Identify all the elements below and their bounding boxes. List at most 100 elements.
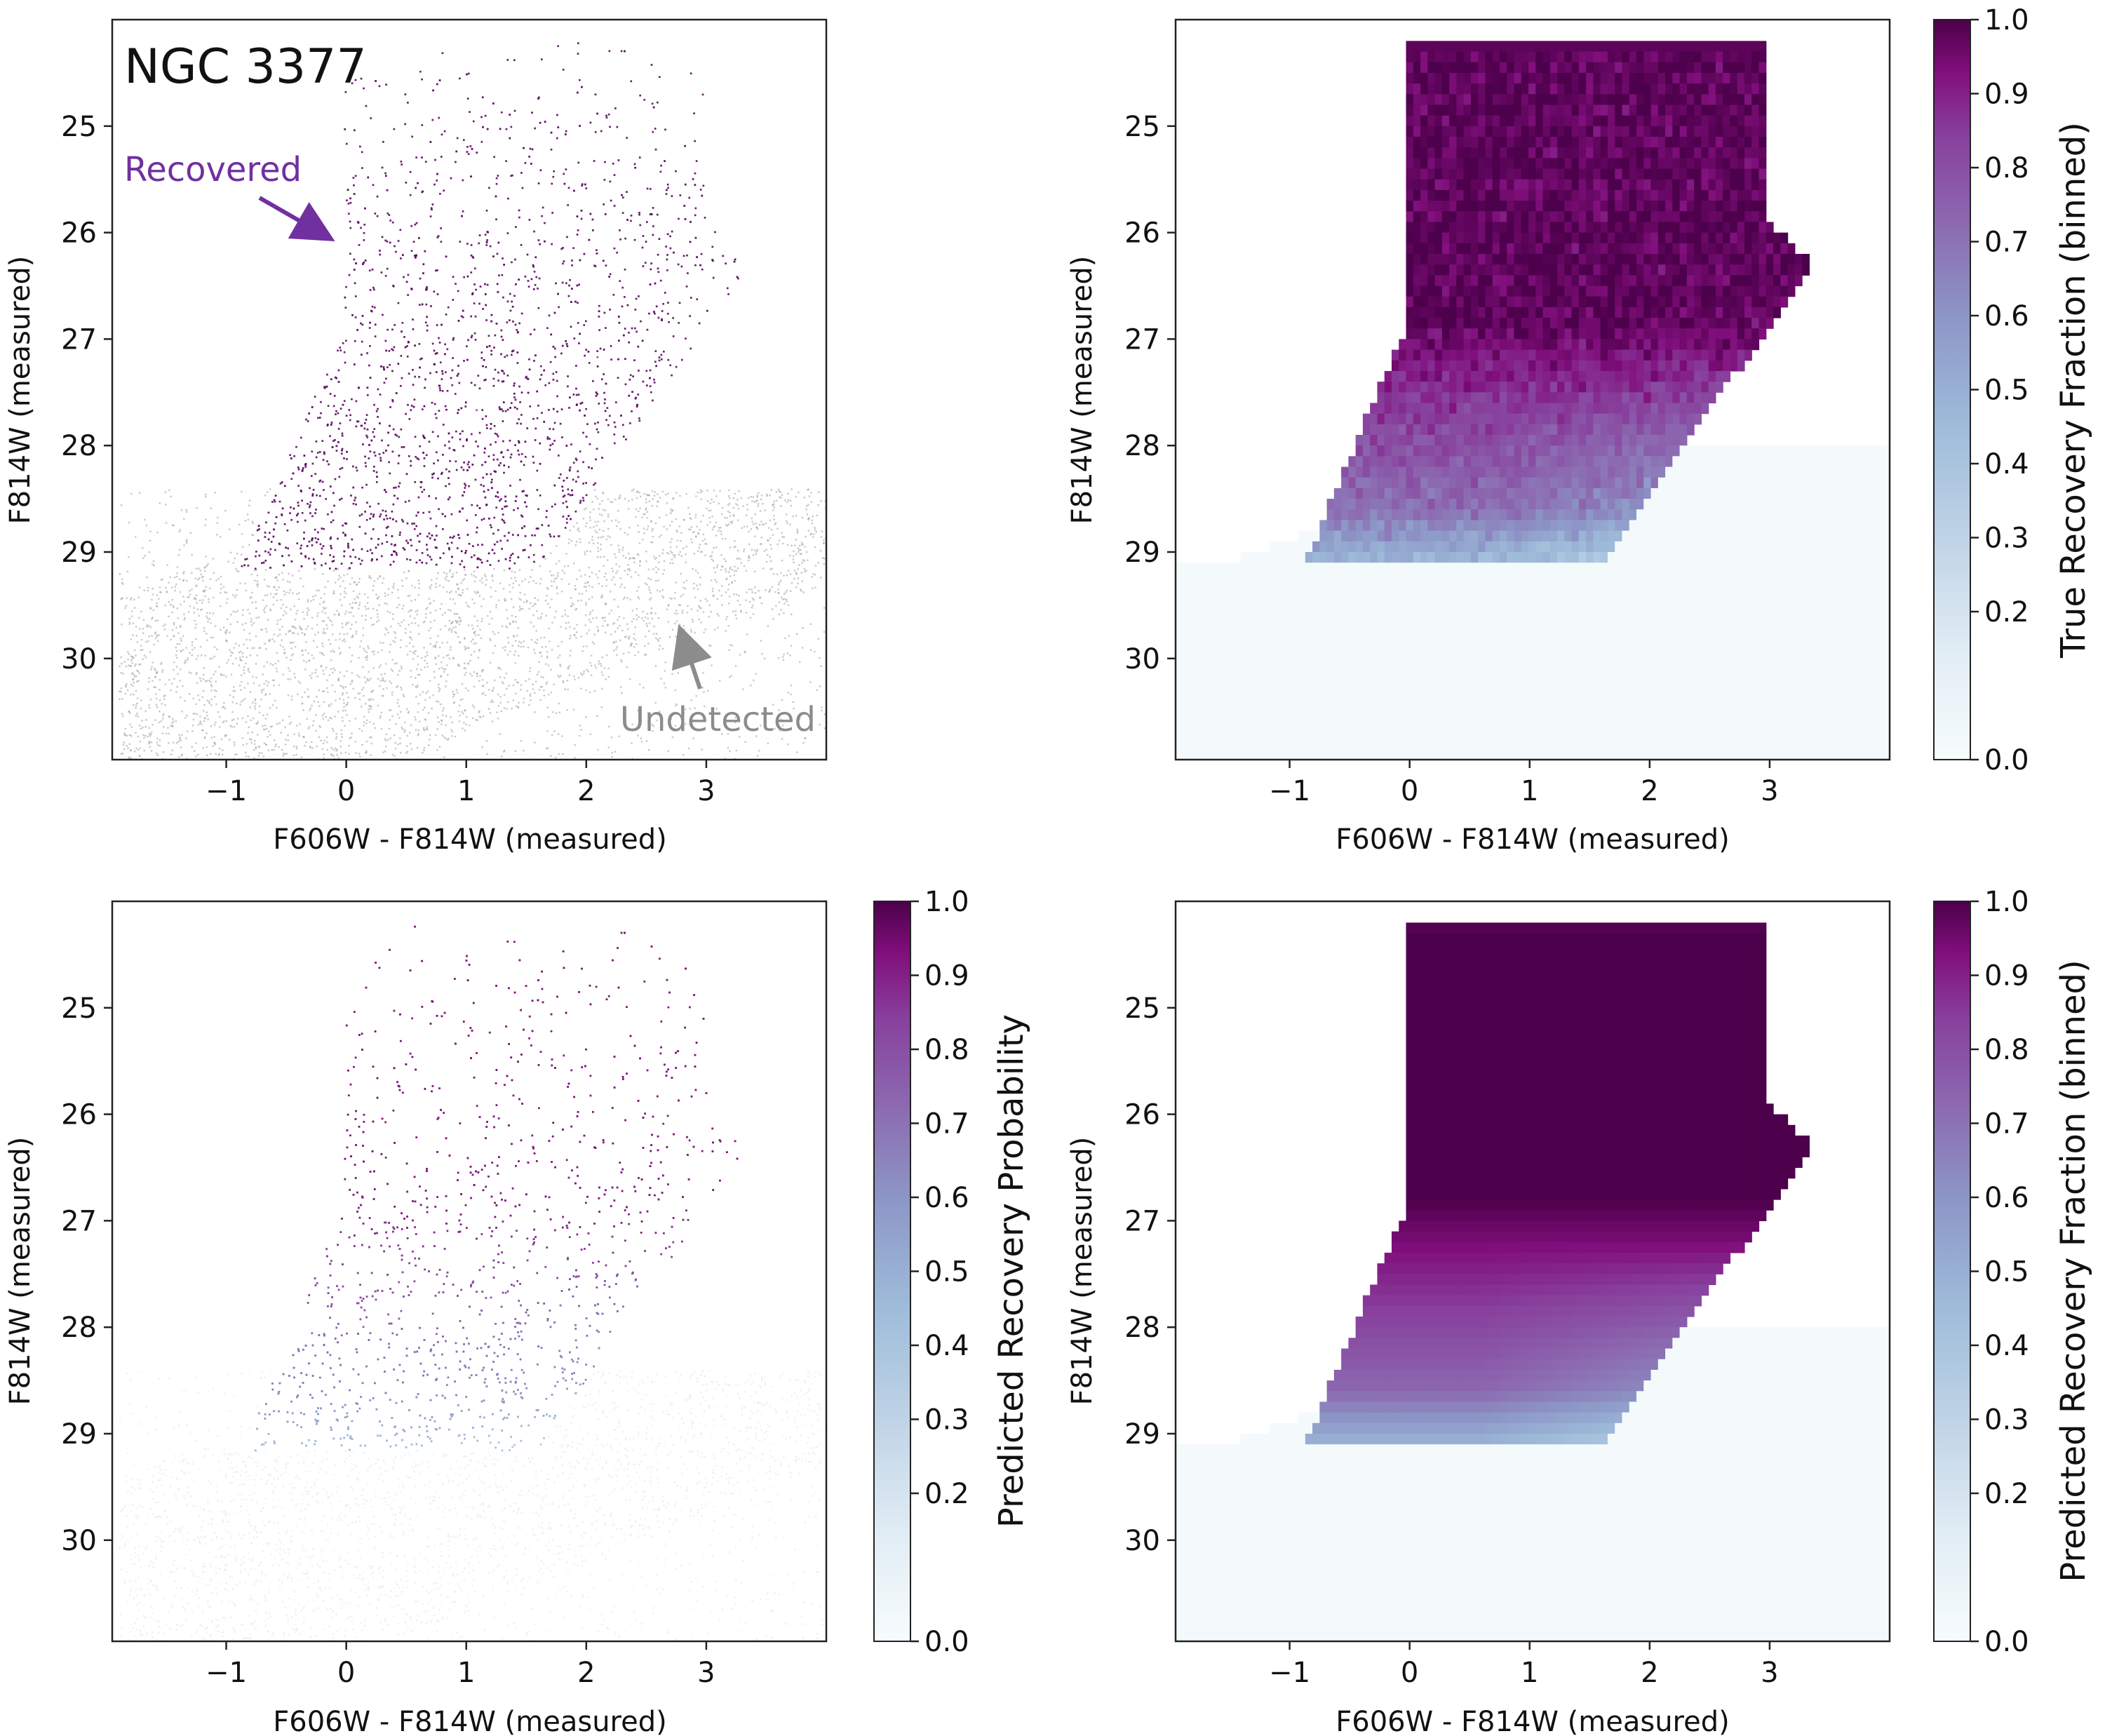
data-point — [231, 663, 234, 665]
data-point — [194, 647, 196, 649]
data-point — [658, 536, 661, 538]
data-point — [533, 649, 535, 651]
data-point — [159, 678, 161, 681]
data-point — [638, 598, 640, 600]
data-point — [349, 603, 351, 605]
data-point — [452, 702, 455, 704]
data-point — [133, 673, 135, 676]
data-point — [298, 570, 300, 572]
data-point — [156, 671, 158, 673]
data-point — [638, 761, 640, 762]
data-point — [418, 673, 421, 676]
data-point — [658, 561, 660, 563]
data-point — [380, 711, 382, 714]
data-point — [372, 667, 375, 669]
data-point — [536, 673, 539, 675]
data-point — [202, 599, 204, 601]
data-point — [351, 577, 354, 579]
data-point — [675, 620, 678, 622]
data-point — [250, 741, 253, 743]
data-point — [577, 529, 579, 531]
data-point — [661, 552, 664, 554]
data-point — [762, 503, 764, 505]
data-point — [465, 715, 468, 718]
data-point — [382, 680, 384, 682]
data-point — [175, 575, 178, 578]
data-point — [802, 627, 804, 629]
data-point — [258, 752, 261, 754]
data-point — [784, 591, 787, 593]
data-point — [820, 536, 823, 538]
data-point — [164, 623, 166, 626]
data-point — [644, 635, 647, 638]
data-point — [359, 755, 361, 758]
data-point — [401, 688, 403, 691]
data-point — [550, 755, 552, 758]
data-point — [546, 747, 548, 750]
data-point — [229, 725, 231, 727]
data-point — [264, 728, 266, 731]
data-point — [663, 569, 666, 572]
data-point — [183, 619, 185, 621]
data-point — [529, 693, 532, 695]
data-point — [725, 578, 727, 581]
data-point — [302, 611, 304, 613]
data-point — [232, 696, 235, 698]
data-point — [512, 620, 515, 623]
data-point — [148, 706, 151, 709]
data-point — [224, 734, 227, 736]
data-point — [731, 569, 733, 571]
data-point — [264, 594, 267, 597]
data-point — [288, 723, 291, 725]
data-point — [142, 619, 145, 621]
data-point — [339, 593, 342, 596]
data-point — [152, 617, 154, 619]
data-point — [595, 495, 597, 498]
data-point — [119, 698, 121, 701]
data-point — [758, 503, 760, 505]
data-point — [363, 650, 366, 652]
data-point — [720, 585, 723, 587]
data-point — [262, 714, 264, 717]
data-point — [212, 558, 215, 560]
data-point — [292, 626, 295, 628]
data-point — [810, 492, 812, 494]
data-point — [162, 751, 165, 753]
data-point — [418, 583, 420, 585]
data-point — [311, 654, 313, 657]
data-point — [365, 608, 368, 610]
data-point — [725, 570, 727, 573]
data-point — [571, 602, 574, 605]
data-point — [334, 690, 336, 693]
data-point — [727, 571, 730, 573]
data-point — [325, 687, 328, 689]
data-point — [226, 598, 229, 600]
data-point — [617, 521, 620, 523]
data-point — [393, 583, 395, 585]
data-point — [748, 543, 751, 546]
data-point — [361, 689, 363, 691]
data-point — [760, 498, 762, 501]
data-point — [136, 702, 138, 705]
data-point — [261, 691, 263, 694]
data-point — [457, 664, 459, 667]
data-point — [568, 674, 571, 676]
data-point — [667, 750, 669, 753]
data-point — [759, 597, 761, 599]
data-point — [444, 668, 447, 671]
data-point — [610, 736, 613, 739]
data-point — [341, 716, 344, 719]
data-point — [210, 677, 213, 679]
data-point — [292, 592, 294, 594]
data-point — [123, 661, 126, 663]
data-point — [618, 551, 621, 553]
data-point — [591, 536, 593, 538]
data-point — [190, 672, 192, 675]
data-point — [500, 755, 503, 758]
data-point — [334, 669, 336, 671]
data-point — [518, 654, 520, 657]
data-point — [675, 635, 677, 638]
data-point — [335, 732, 337, 735]
data-point — [590, 654, 593, 657]
data-point — [563, 572, 565, 574]
